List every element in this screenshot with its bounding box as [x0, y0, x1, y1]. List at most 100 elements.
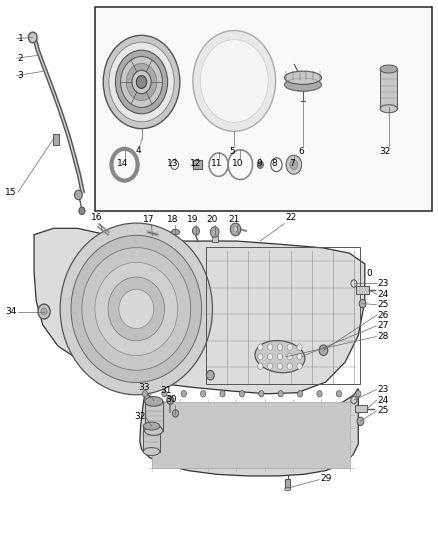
Bar: [355, 405, 367, 413]
Text: 22: 22: [286, 214, 297, 222]
Circle shape: [201, 391, 206, 397]
Text: 11: 11: [211, 159, 223, 168]
Circle shape: [192, 227, 199, 235]
Text: 33: 33: [138, 383, 150, 392]
Text: 5: 5: [229, 147, 235, 156]
Circle shape: [74, 190, 82, 200]
Ellipse shape: [143, 448, 160, 456]
Ellipse shape: [285, 71, 321, 84]
Circle shape: [79, 207, 85, 215]
Circle shape: [167, 396, 174, 405]
Circle shape: [356, 391, 361, 397]
Circle shape: [287, 353, 292, 360]
Circle shape: [277, 353, 283, 360]
Circle shape: [41, 308, 47, 316]
Circle shape: [297, 363, 302, 369]
Bar: [212, 236, 218, 241]
Circle shape: [230, 223, 241, 236]
Text: 21: 21: [229, 215, 240, 223]
Circle shape: [319, 345, 328, 356]
Ellipse shape: [285, 78, 321, 91]
Ellipse shape: [255, 341, 305, 373]
Bar: [145, 401, 163, 431]
Polygon shape: [34, 228, 365, 394]
Bar: [143, 426, 160, 451]
Circle shape: [336, 391, 342, 397]
Ellipse shape: [71, 236, 201, 383]
Text: 7: 7: [289, 159, 295, 168]
Text: 34: 34: [6, 307, 17, 316]
Ellipse shape: [143, 422, 160, 430]
Bar: [95, 7, 432, 211]
Text: 24: 24: [377, 395, 388, 405]
Circle shape: [287, 363, 292, 369]
Ellipse shape: [82, 248, 191, 370]
Text: 1: 1: [18, 34, 23, 43]
Text: 15: 15: [5, 188, 16, 197]
Circle shape: [297, 391, 303, 397]
Circle shape: [173, 410, 179, 417]
Circle shape: [28, 32, 37, 43]
Bar: [356, 286, 369, 294]
Circle shape: [277, 363, 283, 369]
Circle shape: [142, 391, 148, 397]
Circle shape: [357, 417, 364, 425]
Circle shape: [290, 160, 298, 169]
Circle shape: [206, 370, 214, 380]
Circle shape: [268, 344, 273, 350]
Text: 32: 32: [134, 411, 145, 421]
Text: 27: 27: [377, 321, 389, 330]
Ellipse shape: [145, 397, 163, 406]
Circle shape: [297, 344, 302, 350]
Circle shape: [258, 363, 263, 369]
Ellipse shape: [108, 277, 165, 341]
Circle shape: [193, 30, 276, 131]
Text: 9: 9: [256, 159, 262, 168]
Circle shape: [286, 155, 302, 174]
Circle shape: [116, 50, 168, 114]
Ellipse shape: [285, 488, 291, 491]
Circle shape: [200, 39, 268, 122]
Circle shape: [220, 391, 225, 397]
Ellipse shape: [380, 65, 397, 73]
Circle shape: [132, 70, 151, 94]
Text: 4: 4: [136, 146, 141, 155]
Circle shape: [287, 344, 292, 350]
Circle shape: [109, 42, 174, 122]
Text: 2: 2: [18, 54, 23, 62]
Circle shape: [126, 63, 157, 101]
Text: 23: 23: [377, 279, 389, 288]
Circle shape: [38, 304, 50, 319]
Text: 23: 23: [377, 385, 389, 394]
Text: 16: 16: [91, 214, 102, 222]
Circle shape: [120, 56, 162, 108]
Text: 12: 12: [190, 159, 201, 168]
Text: 30: 30: [166, 395, 177, 405]
Bar: [380, 69, 397, 109]
Text: 10: 10: [233, 159, 244, 168]
Text: 25: 25: [377, 300, 389, 309]
Ellipse shape: [380, 105, 397, 113]
Ellipse shape: [95, 262, 178, 356]
Circle shape: [258, 353, 263, 360]
Text: 3: 3: [18, 71, 23, 80]
Circle shape: [136, 76, 147, 88]
Polygon shape: [140, 389, 358, 476]
Text: 14: 14: [117, 159, 128, 168]
Ellipse shape: [145, 426, 163, 435]
Ellipse shape: [119, 289, 154, 328]
Circle shape: [268, 353, 273, 360]
Text: 17: 17: [143, 215, 154, 223]
Text: 24: 24: [377, 289, 388, 298]
Bar: [53, 134, 59, 144]
Circle shape: [317, 391, 322, 397]
Ellipse shape: [60, 223, 212, 395]
Text: 19: 19: [187, 215, 199, 223]
Text: 25: 25: [377, 406, 389, 415]
Circle shape: [277, 344, 283, 350]
Circle shape: [181, 391, 187, 397]
Bar: [285, 479, 290, 488]
Circle shape: [162, 391, 167, 397]
Text: 28: 28: [377, 332, 389, 341]
Text: 8: 8: [272, 159, 277, 168]
